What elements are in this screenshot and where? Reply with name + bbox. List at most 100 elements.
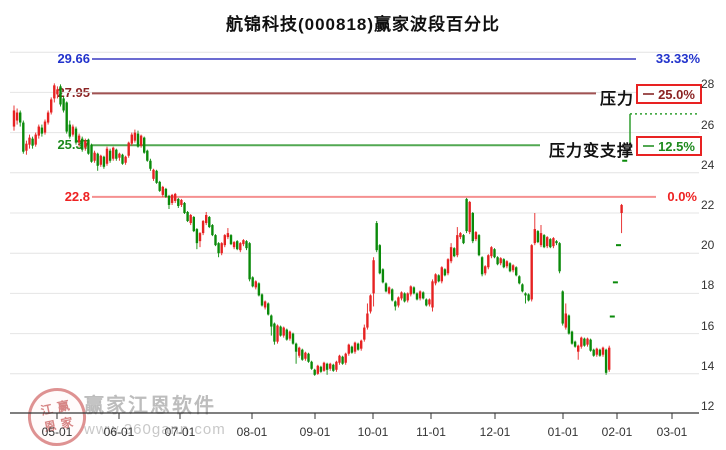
watermark: 赢家江恩软件 www.360gann.com	[84, 389, 226, 438]
candle-up	[539, 233, 543, 246]
y-axis-label: 28	[701, 77, 715, 92]
candle-up	[254, 281, 257, 288]
candle-down	[350, 346, 354, 353]
candle-up	[601, 347, 605, 355]
x-axis-label: 11-01	[416, 425, 446, 439]
y-axis-label: 20	[701, 238, 715, 253]
x-axis-label: 12-01	[479, 425, 511, 439]
candle-down	[229, 235, 233, 245]
candle-down	[521, 284, 524, 292]
candle-down	[471, 213, 474, 242]
candle-down	[115, 149, 118, 159]
candle-up	[139, 135, 143, 146]
candle-up	[174, 193, 177, 201]
candle-up	[223, 235, 226, 246]
candle-up	[372, 260, 375, 294]
x-axis-label: 07-01	[164, 425, 196, 439]
candle-down	[146, 150, 149, 161]
candle-down	[480, 257, 484, 275]
candle-up	[335, 361, 338, 370]
candle-down	[524, 293, 527, 296]
candle-down	[149, 160, 152, 169]
candle-down	[496, 257, 499, 265]
candle-down	[583, 338, 586, 346]
candle-down	[62, 98, 65, 111]
candle-up	[366, 313, 369, 328]
candle-down	[502, 259, 505, 268]
candle-up	[263, 301, 267, 308]
candle-up	[50, 99, 53, 113]
candle-down	[143, 137, 146, 153]
candle-down	[561, 291, 564, 324]
candle-down	[90, 144, 93, 162]
candle-up	[546, 237, 549, 247]
candle-down	[40, 127, 44, 134]
candle-up	[484, 266, 487, 274]
level-price-3333: 29.66	[57, 51, 90, 66]
candle-down	[31, 138, 34, 146]
candle-up	[400, 292, 403, 299]
candle-down	[567, 315, 571, 334]
candle-up	[282, 327, 285, 336]
candle-down	[257, 283, 261, 296]
level-pct-125: 12.5%	[658, 138, 695, 154]
candle-down	[515, 267, 518, 276]
candle-down	[260, 294, 264, 306]
candle-down	[121, 154, 124, 164]
candle-up	[329, 363, 332, 369]
candle-down	[555, 241, 558, 244]
candle-down	[375, 223, 378, 251]
candle-up	[43, 121, 47, 133]
level-pct-00: 0.0%	[667, 189, 697, 204]
candle-up	[127, 142, 130, 156]
candle-up	[56, 89, 59, 95]
candle-up	[369, 295, 372, 312]
candle-down	[208, 217, 211, 228]
candle-down	[589, 339, 592, 351]
candle-down	[74, 128, 78, 143]
pressure-annotation: 压力	[599, 91, 634, 108]
chart-title: 航锦科技(000818)赢家波段百分比	[225, 15, 501, 34]
candle-up	[53, 85, 56, 99]
candle-up	[189, 215, 192, 224]
candle-down	[19, 112, 22, 123]
candle-up	[595, 348, 598, 355]
candle-up	[456, 235, 459, 256]
candle-down	[332, 364, 335, 371]
candle-down	[598, 349, 602, 356]
candle-up	[276, 325, 279, 342]
candle-up	[530, 245, 533, 300]
candle-up	[226, 233, 230, 238]
candle-up	[170, 194, 174, 203]
candle-down	[285, 329, 288, 340]
candle-up	[71, 126, 75, 135]
candle-up	[409, 286, 412, 295]
x-axis-label: 01-01	[547, 425, 579, 439]
candle-up	[232, 242, 236, 248]
candle-up	[586, 338, 589, 345]
candle-up	[77, 135, 81, 143]
candle-down	[384, 283, 388, 292]
candle-up	[99, 155, 102, 165]
candle-down	[477, 235, 481, 256]
x-axis-label: 08-01	[236, 425, 268, 439]
candle-up	[220, 243, 223, 254]
candle-up	[84, 140, 87, 148]
watermark-site: www.360gann.com	[84, 421, 226, 438]
level-pct-3333: 33.33%	[655, 51, 700, 66]
candle-down	[378, 245, 381, 274]
candle-down	[453, 248, 456, 257]
candle-up	[180, 199, 183, 205]
candle-down	[341, 356, 344, 364]
candle-down	[604, 349, 608, 373]
candle-up	[387, 287, 391, 294]
candle-down	[81, 138, 84, 150]
candle-up	[316, 365, 319, 374]
candle-up	[353, 342, 357, 352]
candle-up	[338, 355, 341, 363]
candle-up	[25, 143, 28, 151]
candle-down	[313, 369, 316, 375]
level-price-00: 22.8	[64, 189, 90, 204]
